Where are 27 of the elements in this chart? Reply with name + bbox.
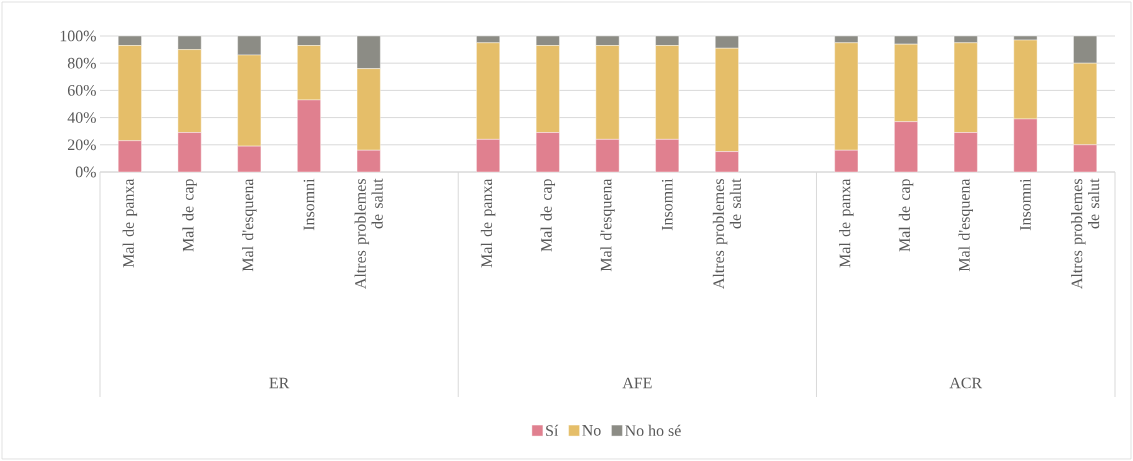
legend-label: Sí [546,424,559,437]
y-tick-label: 80% [67,57,96,69]
x-tick-label: Mal de cap [182,179,197,252]
x-tick-label: Altres problemes de salut [1071,178,1100,290]
y-tick-label: 20% [67,139,96,151]
y-tick-label: 40% [67,112,96,123]
x-tick-label: Mal de cap [540,179,556,252]
x-tick-label: Insomni [1020,178,1031,231]
x-tick-label: Insomni [661,178,673,231]
legend-label: No [582,425,601,436]
text: ACR [949,377,983,389]
x-tick-label: Insomni [303,178,315,231]
y-tick-label: 60% [67,84,96,96]
x-tick-label: Mal d'esquena [958,178,973,272]
x-tick-label: Mal de cap [898,179,914,252]
legend-label: No ho sé [625,424,681,437]
x-tick-label: Mal de panxa [480,178,496,268]
x-tick-label: Altres problemes de salut [354,178,383,290]
x-tick-label: Mal d'esquena [242,178,257,272]
text: ER [269,377,290,389]
x-tick-label: Mal de panxa [839,178,854,268]
text: AFE [622,377,652,389]
y-tick-label: 0% [75,166,96,178]
x-tick-label: Mal d'esquena [600,178,615,272]
y-tick-label: 100% [60,30,96,42]
x-tick-label: Mal de panxa [122,178,138,268]
x-tick-label: Altres problemes de salut [712,178,741,290]
